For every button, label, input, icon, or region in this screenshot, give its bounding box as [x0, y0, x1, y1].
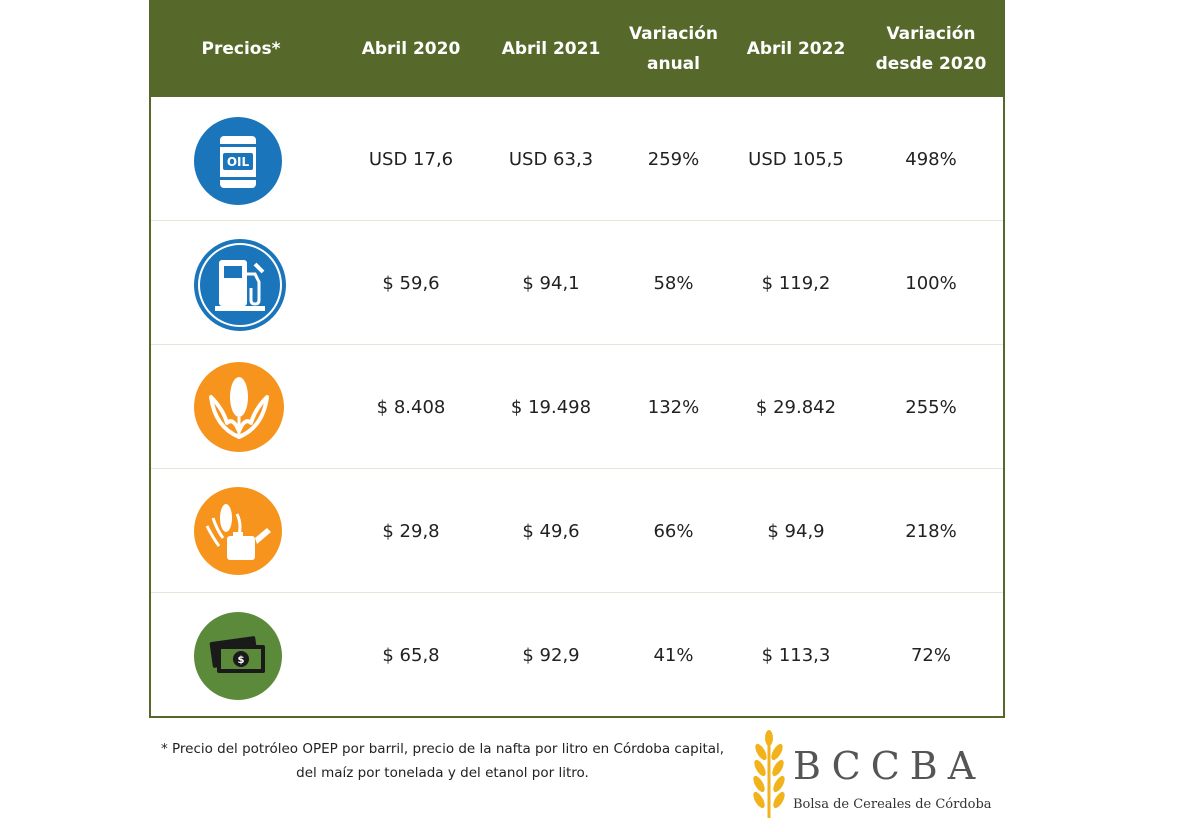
value-abril-2021: $ 94,1: [522, 272, 580, 294]
value-abril-2020: $ 65,8: [382, 644, 440, 666]
value-variacion-desde-2020: 498%: [905, 148, 957, 170]
value-variacion-desde-2020: 218%: [905, 520, 957, 542]
value-variacion-anual: 58%: [653, 272, 694, 294]
header-variacion-anual: Variación anual: [628, 23, 719, 74]
value-abril-2022: $ 113,3: [761, 644, 831, 666]
table-header: Precios* Abril 2020 Abril 2021 Variación…: [151, 0, 1003, 97]
value-variacion-anual: 41%: [653, 644, 694, 666]
bccba-logo: BCCBA Bolsa de Cereales de Córdoba: [745, 730, 995, 820]
ethanol-icon: [193, 486, 283, 576]
table-row: $ 8.408 $ 19.498 132% $ 29.842 255%: [151, 345, 1003, 469]
oil-barrel-icon: OIL: [193, 116, 283, 206]
svg-text:$: $: [238, 655, 245, 666]
money-icon: $: [193, 611, 283, 701]
value-variacion-desde-2020: 100%: [905, 272, 957, 294]
wheat-icon: [753, 730, 785, 818]
value-abril-2020: $ 59,6: [382, 272, 440, 294]
table-row: OIL USD 17,6 USD 63,3 259% USD 105,5 498…: [151, 97, 1003, 221]
value-variacion-desde-2020: 255%: [905, 396, 957, 418]
corn-icon: [193, 361, 284, 452]
value-variacion-desde-2020: 72%: [910, 644, 951, 666]
price-table: Precios* Abril 2020 Abril 2021 Variación…: [149, 0, 1005, 718]
value-abril-2022: $ 94,9: [767, 520, 825, 542]
value-abril-2022: $ 29.842: [755, 396, 837, 418]
value-abril-2021: $ 49,6: [522, 520, 580, 542]
value-abril-2022: USD 105,5: [748, 148, 844, 170]
table-row: $ 59,6 $ 94,1 58% $ 119,2 100%: [151, 221, 1003, 345]
table-row: $ $ 65,8 $ 92,9 41% $ 113,3 72%: [151, 593, 1003, 717]
oil-label: OIL: [227, 155, 250, 169]
fuel-pump-icon: [193, 238, 286, 331]
footnote: * Precio del potróleo OPEP por barril, p…: [160, 741, 725, 781]
logo-subtitle: Bolsa de Cereales de Córdoba: [793, 797, 992, 812]
header-variacion-desde-2020: Variación desde 2020: [875, 23, 987, 74]
header-abril-2021: Abril 2021: [501, 38, 601, 59]
header-abril-2022: Abril 2022: [746, 38, 846, 59]
value-abril-2020: $ 29,8: [382, 520, 440, 542]
logo-letters: BCCBA: [793, 744, 986, 788]
value-variacion-anual: 259%: [647, 148, 700, 170]
value-abril-2020: $ 8.408: [376, 396, 446, 418]
value-abril-2021: $ 92,9: [522, 644, 580, 666]
value-abril-2020: USD 17,6: [368, 148, 454, 170]
value-abril-2021: $ 19.498: [510, 396, 592, 418]
header-precios: Precios*: [201, 38, 281, 59]
value-abril-2022: $ 119,2: [761, 272, 831, 294]
value-abril-2021: USD 63,3: [508, 148, 594, 170]
header-abril-2020: Abril 2020: [361, 38, 461, 59]
value-variacion-anual: 132%: [647, 396, 700, 418]
table-row: $ 29,8 $ 49,6 66% $ 94,9 218%: [151, 469, 1003, 593]
value-variacion-anual: 66%: [653, 520, 694, 542]
